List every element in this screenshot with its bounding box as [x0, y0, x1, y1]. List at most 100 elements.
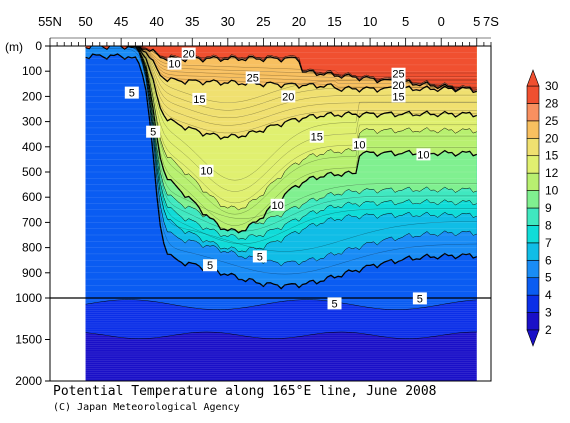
colorbar-label: 3: [545, 306, 552, 320]
isotherm-label-bg: [281, 90, 296, 103]
isotherm-label-bg: [192, 92, 207, 105]
minor-isotherm: [85, 46, 477, 88]
colorbar-segment: [526, 190, 540, 209]
colorbar-segment: [526, 120, 540, 139]
isotherm-label: 5: [417, 293, 423, 305]
colorbar-label: 8: [545, 218, 552, 232]
minor-isotherm: [85, 46, 477, 215]
colorbar-label: 5: [545, 271, 552, 285]
isotherm-label-bg: [391, 67, 406, 80]
isotherm-label: 15: [193, 94, 205, 106]
minor-isotherm: [85, 46, 477, 126]
x-tick-label: 5: [473, 14, 480, 29]
isotherm-label-bg: [391, 90, 406, 103]
isotherm-label: 20: [183, 49, 195, 61]
chart-credit: (C) Japan Meteorological Agency: [53, 402, 240, 413]
colorbar-label: 25: [545, 114, 559, 128]
colorbar-segment: [526, 242, 540, 261]
x-tick-label: 40: [149, 14, 163, 29]
colorbar-segment: [526, 85, 540, 104]
isotherm-label: 15: [392, 91, 404, 103]
y-tick-label: 700: [22, 215, 42, 229]
isotherm-label-bg: [391, 79, 406, 92]
isotherm-label: 5: [129, 88, 135, 100]
colorbar-segment: [526, 103, 540, 122]
y-tick-label: 1000: [15, 291, 42, 305]
isotherm-line-20: [85, 46, 478, 93]
x-tick-label: 20: [292, 14, 306, 29]
minor-isotherm: [85, 46, 477, 89]
x-tick-label: 35: [185, 14, 199, 29]
chart-title: Potential Temperature along 165°E line, …: [53, 384, 437, 399]
isotherm-label-bg: [252, 250, 267, 263]
y-tick-label: 600: [22, 190, 42, 204]
colorbar-segment: [526, 172, 540, 191]
minor-isotherm: [85, 48, 477, 275]
isotherm-label: 10: [200, 166, 212, 178]
isotherm-label-bg: [146, 125, 161, 138]
isotherm-label-bg: [181, 47, 196, 60]
isotherm-line-7: [85, 46, 477, 253]
isotherm-line-6: [85, 46, 477, 267]
isotherm-label-bg: [327, 297, 342, 310]
colorbar-label: 15: [545, 149, 559, 163]
minor-isotherm: [85, 46, 477, 244]
colorbar-segment: [526, 137, 540, 157]
isotherm-label: 10: [168, 59, 180, 71]
isotherm-label: 5: [150, 127, 156, 139]
x-tick-label: 30: [221, 14, 235, 29]
colorbar-label: 28: [545, 96, 559, 110]
isotherm-label: 5: [207, 260, 213, 272]
x-tick-label: 25: [256, 14, 270, 29]
y-axis: (m) 0 100 200 300 400 500 600 700 800 900 1000 1500 2…: [5, 39, 50, 388]
colorbar-label: 12: [545, 166, 559, 180]
y-tick-label: 300: [22, 115, 42, 129]
colorbar-segment: [526, 155, 540, 174]
isotherm-label: 10: [271, 200, 283, 212]
isotherm-label-bg: [203, 259, 218, 272]
isotherm-label-bg: [352, 138, 367, 151]
minor-isotherm: [85, 46, 477, 90]
x-tick-label: 55N: [38, 14, 62, 29]
y-tick-label: 900: [22, 266, 42, 280]
isotherm-label: 10: [417, 149, 429, 161]
colorbar-label: 10: [545, 184, 559, 198]
colorbar-segment: [526, 312, 540, 331]
y-tick-label: 400: [22, 140, 42, 154]
minor-isotherm: [85, 46, 477, 181]
minor-isotherm: [85, 46, 477, 84]
isotherm-label: 25: [247, 73, 259, 85]
minor-isotherm: [85, 46, 477, 77]
temperature-field: [85, 46, 478, 381]
colorbar-label: 30: [545, 79, 559, 93]
isotherm-label: 25: [392, 69, 404, 81]
minor-isotherm: [85, 46, 477, 252]
x-tick-label: 10: [363, 14, 377, 29]
minor-isotherm: [85, 46, 477, 232]
colorbar-bottom-arrow: [526, 329, 540, 347]
x-tick-label: 7S: [483, 14, 499, 29]
y-tick-label: 200: [22, 89, 42, 103]
colorbar-label: 7: [545, 236, 552, 250]
colorbar-label: 20: [545, 131, 559, 145]
isotherm-line-15: [85, 46, 478, 140]
isotherm-label: 10: [353, 139, 365, 151]
minor-isotherm: [85, 46, 477, 111]
isotherm-line-12: [85, 46, 477, 211]
minor-isotherm: [85, 46, 477, 74]
isotherm-label: 15: [311, 132, 323, 144]
colorbar-segment: [526, 259, 540, 279]
colorbar-label: 6: [545, 253, 552, 267]
x-tick-label: 5: [402, 14, 409, 29]
isotherm-line-8: [85, 46, 477, 240]
y-tick-label: 800: [22, 241, 42, 255]
minor-isotherm: [85, 46, 477, 118]
colorbar-segment: [526, 277, 540, 296]
x-tick-label: 50: [78, 14, 92, 29]
isotherm-label-bg: [416, 148, 431, 161]
colorbar-label: 9: [545, 201, 552, 215]
minor-isotherm: [85, 46, 477, 134]
colorbar-label: 2: [545, 323, 552, 337]
y-axis-unit: (m): [5, 40, 23, 54]
x-tick-label: 45: [114, 14, 128, 29]
